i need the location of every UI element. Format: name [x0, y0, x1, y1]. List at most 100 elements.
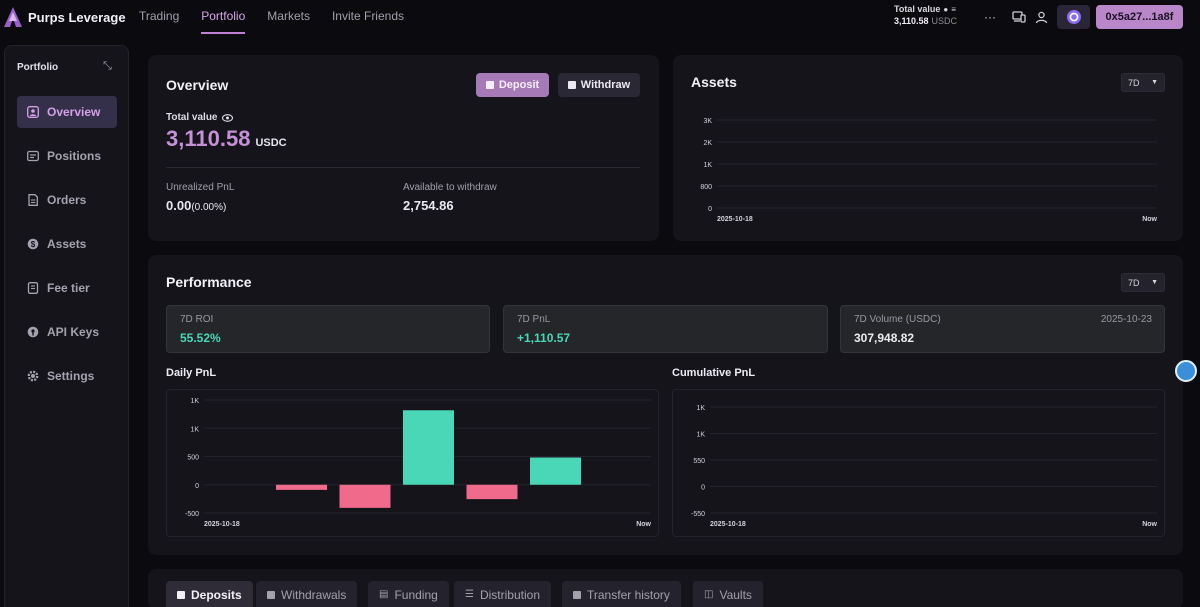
vault-icon: ◫	[704, 589, 714, 600]
overview-divider	[166, 167, 640, 168]
caret-down-icon: ▼	[1151, 79, 1158, 86]
help-chat-icon[interactable]	[1175, 360, 1197, 382]
header-total-value: Total value ● ≡ 3,110.58 USDC	[894, 4, 957, 26]
funding-icon: ▤	[379, 589, 389, 600]
app-name: Purps Leverage	[28, 9, 126, 25]
tab-label: Withdrawals	[281, 587, 347, 602]
user-icon[interactable]	[1033, 9, 1049, 25]
daily-pnl-chart: 1K 1K 500 0 -500 2025-10-18 Now	[185, 398, 652, 528]
roi-value: 55.52%	[180, 331, 221, 345]
daily-pnl-title: Daily PnL	[166, 367, 217, 379]
daily-pnl-bar	[339, 484, 391, 508]
y-tick-label: 500	[187, 455, 199, 462]
performance-range-value: 7D	[1128, 277, 1140, 288]
volume-date: 2025-10-23	[1100, 314, 1152, 325]
pnl-value: +1,110.57	[517, 331, 571, 345]
deposit-button-label: Deposit	[498, 79, 540, 91]
assets-title: Assets	[691, 74, 737, 90]
header-total-value-label: Total value	[894, 4, 941, 14]
header-total-value-unit: USDC	[931, 16, 958, 26]
wallet-address-button[interactable]: 0x5a27...1a8f	[1096, 5, 1183, 29]
nav-portfolio[interactable]: Portfolio	[201, 0, 246, 34]
nav-trading[interactable]: Trading	[139, 9, 180, 23]
total-value-unit: USDC	[255, 137, 287, 149]
sidebar-item-settings[interactable]: Settings	[17, 360, 117, 392]
network-selector[interactable]	[1057, 5, 1090, 29]
devices-icon[interactable]	[1011, 9, 1027, 25]
total-value-amount: 3,110.58	[166, 126, 251, 151]
sidebar-item-label: API Keys	[47, 325, 100, 339]
performance-range-select[interactable]: 7D ▼	[1121, 273, 1165, 292]
gear-icon	[27, 370, 39, 382]
y-tick-label: 550	[693, 458, 705, 465]
overview-title: Overview	[166, 77, 229, 93]
more-dots-icon[interactable]: ···	[984, 10, 996, 24]
nav-markets[interactable]: Markets	[267, 9, 310, 23]
tab-distribution[interactable]: ☰ Distribution	[454, 581, 551, 607]
unrealized-pnl-value: 0.00(0.00%)	[166, 198, 226, 213]
sidebar-item-label: Fee tier	[47, 281, 90, 295]
volume-stat: 7D Volume (USDC) 2025-10-23 307,948.82	[840, 305, 1165, 353]
y-tick-label: -500	[185, 511, 199, 518]
tab-funding[interactable]: ▤ Funding	[368, 581, 449, 607]
cumulative-pnl-title: Cumulative PnL	[672, 367, 756, 379]
daily-pnl-bar	[276, 484, 327, 490]
x-tick-label: Now	[636, 521, 651, 528]
sidebar-item-orders[interactable]: Orders	[17, 184, 117, 216]
positions-icon	[27, 150, 39, 162]
sidebar-item-api-keys[interactable]: API Keys	[17, 316, 117, 348]
eye-icon[interactable]	[221, 113, 233, 122]
sidebar-title: Portfolio	[17, 62, 59, 73]
tag-icon	[27, 282, 39, 294]
assets-range-select[interactable]: 7D ▼	[1121, 73, 1165, 92]
tab-label: Transfer history	[587, 587, 670, 602]
performance-title: Performance	[166, 274, 252, 290]
sidebar-item-label: Orders	[47, 193, 87, 207]
tab-transfer-history[interactable]: Transfer history	[562, 581, 681, 607]
y-tick-label: 1K	[190, 426, 199, 433]
x-tick-label: 2025-10-18	[710, 521, 746, 528]
withdraw-button-label: Withdraw	[580, 79, 631, 91]
caret-down-icon: ▼	[1151, 279, 1158, 286]
total-value: 3,110.58 USDC	[166, 126, 287, 152]
roi-stat: 7D ROI 55.52%	[166, 305, 490, 353]
x-tick-label: Now	[1142, 521, 1157, 528]
available-withdraw-label: Available to withdraw	[403, 182, 497, 193]
sidebar-item-fee-tier[interactable]: Fee tier	[17, 272, 117, 304]
portfolio-sidebar: Portfolio ⤡ Overview Positions Orders $ …	[4, 45, 129, 607]
app-logo[interactable]: Purps Leverage	[4, 7, 126, 27]
tab-deposits[interactable]: Deposits	[166, 581, 253, 607]
total-value-label: Total value	[166, 112, 218, 123]
stack-icon: ☰	[465, 589, 474, 600]
sidebar-item-overview[interactable]: Overview	[17, 96, 117, 128]
tab-vaults[interactable]: ◫ Vaults	[693, 581, 763, 607]
nav-invite-friends[interactable]: Invite Friends	[331, 9, 404, 23]
sidebar-item-assets[interactable]: $ Assets	[17, 228, 117, 260]
y-tick-label: 800	[700, 184, 712, 191]
y-tick-label: 1K	[696, 405, 705, 412]
withdraw-button[interactable]: Withdraw	[558, 73, 640, 97]
sidebar-item-label: Settings	[47, 369, 95, 383]
daily-pnl-bar	[403, 410, 454, 485]
eye-icon[interactable]: ●	[943, 4, 949, 14]
roi-label: 7D ROI	[180, 314, 214, 325]
y-tick-label: 1K	[190, 398, 199, 405]
cumulative-pnl-chart: 1K 1K 550 0 -550 2025-10-18 Now	[691, 405, 1158, 528]
withdraw-icon	[267, 590, 275, 599]
tab-withdrawals[interactable]: Withdrawals	[256, 581, 358, 607]
assets-card	[673, 55, 1183, 241]
logo-icon	[4, 7, 22, 27]
transfer-icon	[573, 590, 581, 599]
collapse-icon[interactable]: ⤡	[103, 60, 112, 72]
user-square-icon	[27, 106, 39, 118]
assets-range-value: 7D	[1128, 77, 1140, 88]
menu-lines-icon[interactable]: ≡	[951, 4, 956, 14]
daily-pnl-bar	[530, 457, 581, 485]
deposit-button[interactable]: Deposit	[476, 73, 549, 97]
cumulative-pnl-chart-box	[672, 389, 1165, 537]
y-tick-label: 0	[195, 483, 199, 490]
x-tick-label: Now	[1142, 216, 1157, 223]
network-icon	[1066, 10, 1081, 24]
sidebar-item-positions[interactable]: Positions	[17, 140, 117, 172]
sidebar-item-label: Assets	[47, 237, 87, 251]
